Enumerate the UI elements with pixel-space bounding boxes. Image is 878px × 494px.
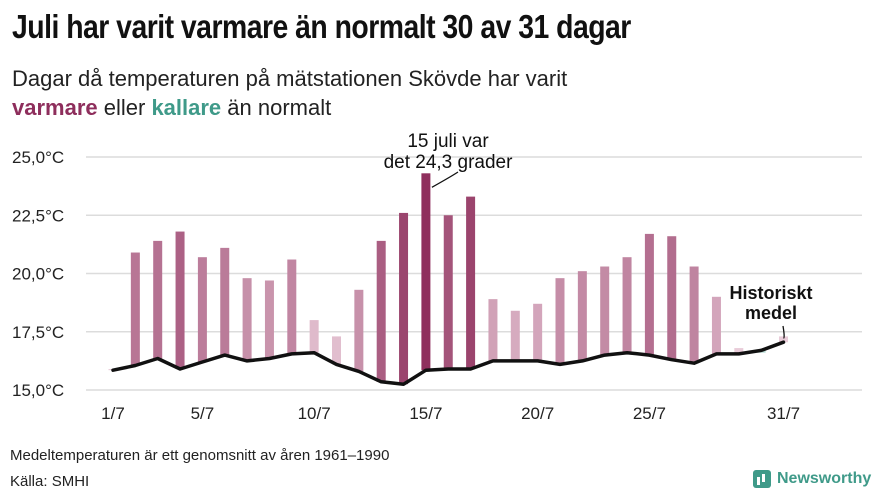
temperature-bar [779, 336, 788, 343]
subtitle-cold-word: kallare [151, 95, 222, 120]
x-tick-label: 1/7 [101, 404, 125, 423]
y-tick-label: 15,0°C [12, 381, 64, 400]
x-tick-label: 15/7 [409, 404, 442, 423]
temperature-bar [175, 231, 185, 370]
x-tick-label: 5/7 [191, 404, 215, 423]
brand-logo: Newsworthy [753, 470, 871, 488]
y-tick-label: 22,5°C [12, 206, 64, 225]
annotation-average-text: Historiskt [729, 283, 812, 303]
temperature-bar [510, 310, 520, 361]
temperature-bar [466, 196, 476, 370]
temperature-bar [533, 303, 543, 361]
temperature-bar [734, 348, 744, 354]
chart-subtitle: Dagar då temperaturen på mätstationen Sk… [12, 64, 567, 122]
subtitle-end: än normalt [221, 95, 332, 120]
temperature-bar [197, 257, 207, 363]
newsworthy-icon [753, 470, 771, 488]
temperature-bar [220, 247, 230, 356]
temperature-bar [488, 299, 498, 361]
subtitle-warm-word: varmare [12, 95, 98, 120]
y-tick-label: 17,5°C [12, 323, 64, 342]
chart-footnote: Medeltemperaturen är ett genomsnitt av å… [10, 447, 390, 464]
historical-average-line [111, 340, 786, 386]
x-tick-label: 10/7 [298, 404, 331, 423]
temperature-bar [443, 215, 453, 370]
temperature-bar [309, 320, 319, 353]
subtitle-middle: eller [97, 95, 152, 120]
temperature-bar [130, 252, 140, 366]
temperature-bar [711, 296, 721, 354]
temperature-bar [376, 240, 386, 382]
x-tick-label: 25/7 [633, 404, 666, 423]
temperature-bar [600, 266, 610, 356]
chart-title: Juli har varit varmare än normalt 30 av … [12, 8, 631, 45]
y-tick-label: 20,0°C [12, 265, 64, 284]
x-tick-label: 20/7 [521, 404, 554, 423]
temperature-bar [332, 336, 341, 365]
temperature-bar [354, 289, 364, 372]
chart-source: Källa: SMHI [10, 473, 90, 490]
temperature-bar [399, 212, 409, 385]
annotation-average-text: medel [745, 303, 797, 323]
temperature-bar [667, 236, 677, 360]
temperature-bar [242, 278, 252, 361]
subtitle-line-1: Dagar då temperaturen på mätstationen Sk… [12, 66, 568, 91]
annotation-peak-text: det 24,3 grader [384, 152, 514, 173]
x-tick-label: 31/7 [767, 404, 800, 423]
temperature-bar [644, 233, 654, 356]
temperature-bar [622, 257, 632, 353]
temperature-bar [555, 278, 565, 365]
temperature-bar [264, 280, 274, 359]
temperature-bar [421, 173, 431, 371]
temperature-bar [153, 240, 163, 359]
temperature-bar [287, 259, 297, 354]
brand-name: Newsworthy [777, 470, 872, 487]
temperature-chart: 15,0°C 17,5°C 20,0°C 22,5°C 25,0°C 1/7 5/7 10/7… [12, 131, 862, 423]
annotation-average-leader [782, 325, 785, 339]
annotation-peak-leader [431, 171, 459, 188]
y-tick-label: 25,0°C [12, 148, 64, 167]
annotation-peak-text: 15 juli var [407, 131, 489, 152]
temperature-bar [577, 271, 587, 361]
temperature-bar [689, 266, 699, 364]
